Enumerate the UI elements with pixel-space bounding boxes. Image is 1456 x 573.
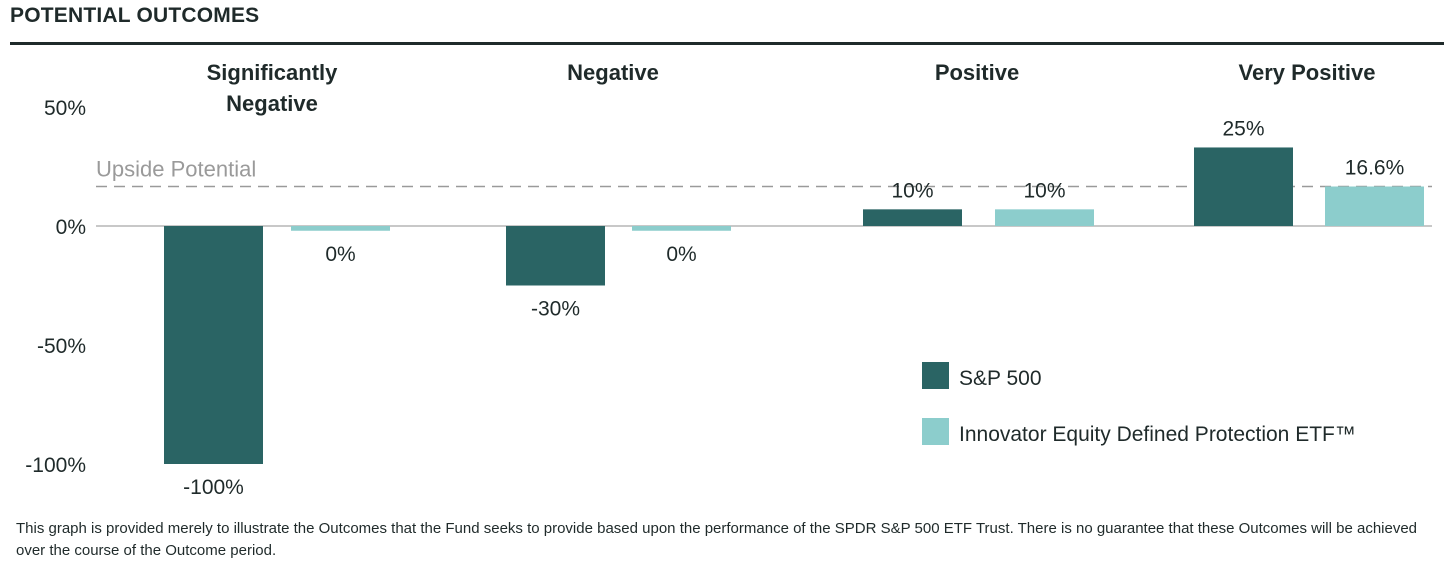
innovator-bar [632,226,731,231]
bar-value-label: 10% [1023,179,1065,202]
sp500-bar [863,209,962,226]
bar-value-label: 16.6% [1345,156,1405,179]
bar-chart: 50% 0% -50% -100% Upside Potential Significan… [25,60,1432,499]
legend-swatch [922,362,949,389]
sp500-bar [506,226,605,286]
category-label: Positive [935,60,1019,85]
bar-value-label: 10% [891,179,933,202]
category-label: Very Positive [1239,60,1376,85]
bar-value-label: -30% [531,298,580,321]
title-divider [10,42,1444,45]
chart-title: POTENTIAL OUTCOMES [10,4,260,27]
upside-potential-label: Upside Potential [96,156,256,181]
sp500-bar [164,226,263,464]
bar-value-label: 0% [666,243,696,266]
disclaimer-footnote: This graph is provided merely to illustr… [16,520,1418,559]
legend-swatch [922,418,949,445]
sp500-bar [1194,147,1293,226]
y-tick-label: -100% [25,454,86,477]
category-label: Negative [567,60,659,85]
innovator-bar [1325,186,1424,226]
bar-value-label: 25% [1222,117,1264,140]
bar-value-label: -100% [183,476,244,499]
y-tick-label: -50% [37,335,86,358]
y-tick-label: 0% [56,216,86,239]
innovator-bar [995,209,1094,226]
innovator-bar [291,226,390,231]
category-label: Significantly [207,60,339,85]
bar-value-label: 0% [325,243,355,266]
legend-label: S&P 500 [959,367,1042,390]
legend-label: Innovator Equity Defined Protection ETF™ [959,423,1356,446]
y-tick-label: 50% [44,97,86,120]
category-label: Negative [226,91,318,116]
